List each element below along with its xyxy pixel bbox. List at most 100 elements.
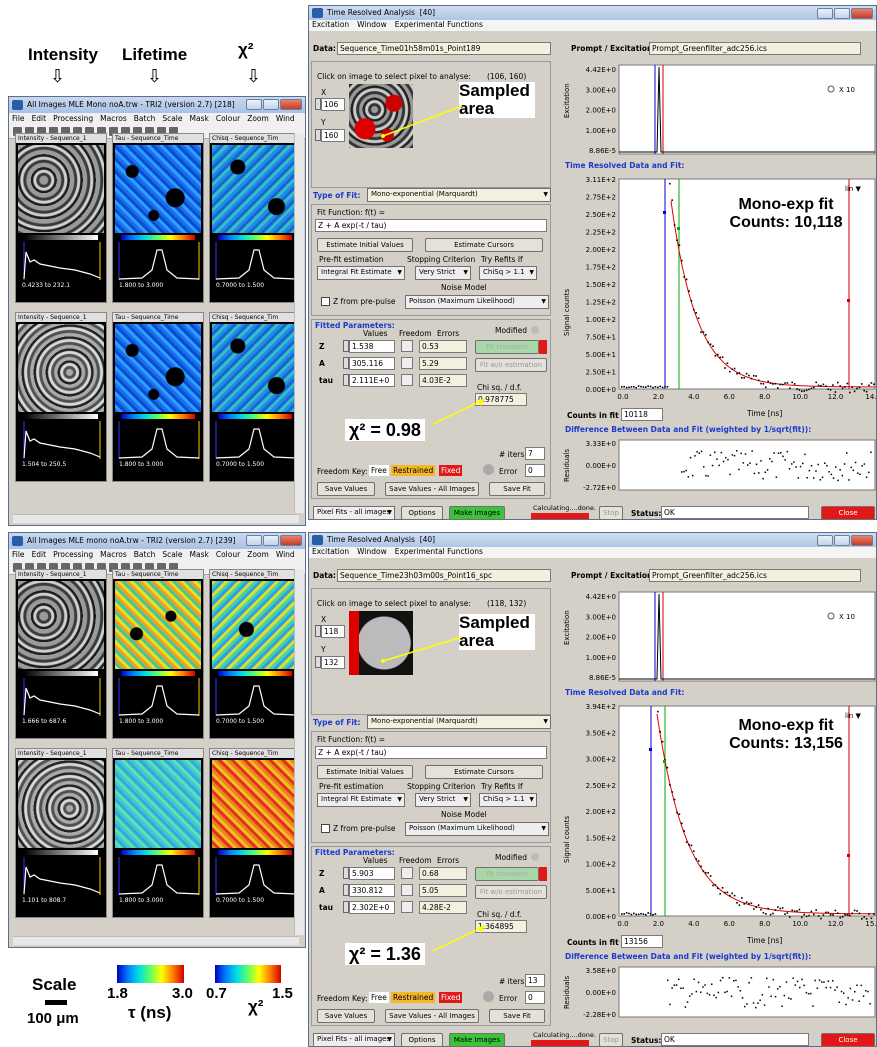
- save-icon[interactable]: [37, 127, 46, 136]
- pixel-fits-select[interactable]: Pixel Fits - all images: [313, 1033, 395, 1047]
- fluorescence-image[interactable]: [212, 760, 298, 848]
- image-panel[interactable]: Chisq - Sequence_Tim 0.7000 to 1.500: [209, 312, 301, 482]
- pixel-select-image[interactable]: [349, 84, 413, 148]
- title-bar[interactable]: Time Resolved Analysis [40]: [309, 533, 876, 547]
- noise-model-select[interactable]: Poisson (Maximum Likelihood): [405, 295, 549, 309]
- menu-item[interactable]: Colour: [215, 114, 241, 123]
- menu-item[interactable]: Mask: [189, 114, 209, 123]
- prefit-select[interactable]: Integral Fit Estimate: [317, 793, 405, 807]
- new-icon[interactable]: [13, 127, 22, 136]
- title-bar[interactable]: All Images MLE Mono noA.trw - TRI2 (vers…: [9, 97, 305, 113]
- paste-icon[interactable]: [97, 563, 106, 572]
- pen-icon[interactable]: [121, 127, 130, 136]
- save-icon[interactable]: [37, 563, 46, 572]
- prompt-field[interactable]: Prompt_Greenfilter_adc256.ics: [649, 569, 861, 582]
- zoom-in-icon[interactable]: [157, 563, 166, 572]
- close-icon[interactable]: [280, 535, 302, 546]
- fit-wo-estimation-button[interactable]: Fit w/o estimation: [475, 358, 547, 372]
- image-panel[interactable]: Chisq - Sequence_Tim 0.7000 to 1.500: [209, 748, 301, 918]
- y-input[interactable]: 160: [321, 129, 345, 142]
- menu-item[interactable]: Macros: [100, 550, 127, 559]
- noise-model-select[interactable]: Poisson (Maximum Likelihood): [405, 822, 549, 836]
- menu-item[interactable]: Scale: [162, 114, 183, 123]
- menu-item[interactable]: Window: [357, 547, 387, 556]
- image-panel[interactable]: Intensity - Sequence_1 1.101 to 808.7: [15, 748, 107, 918]
- cut-icon[interactable]: [73, 127, 82, 136]
- zoom-out-icon[interactable]: [169, 127, 178, 136]
- pixel-fits-select[interactable]: Pixel Fits - all images: [313, 506, 395, 520]
- save-fit-button[interactable]: Save Fit: [489, 482, 545, 496]
- minimize-icon[interactable]: [246, 535, 262, 546]
- fluorescence-image[interactable]: [115, 145, 201, 233]
- freedom-toggle[interactable]: [401, 867, 413, 879]
- param-value-input[interactable]: 2.302E+0: [349, 901, 395, 914]
- freedom-toggle[interactable]: [401, 901, 413, 913]
- minimize-icon[interactable]: [817, 8, 833, 19]
- fluorescence-image[interactable]: [212, 324, 298, 412]
- image-panel[interactable]: Tau - Sequence_Time 1.800 to 3.000: [112, 748, 204, 918]
- param-value-input[interactable]: 305.116: [349, 357, 395, 370]
- options-button[interactable]: Options: [401, 506, 443, 520]
- mask-icon[interactable]: [145, 563, 154, 572]
- x-input[interactable]: 106: [321, 98, 345, 111]
- image-panel[interactable]: Chisq - Sequence_Tim 0.7000 to 1.500: [209, 133, 301, 303]
- open-icon[interactable]: [25, 127, 34, 136]
- minimize-icon[interactable]: [817, 535, 833, 546]
- x-spinner[interactable]: [315, 625, 321, 637]
- cut-icon[interactable]: [73, 563, 82, 572]
- image-icon[interactable]: [109, 127, 118, 136]
- refits-select[interactable]: ChiSq > 1.1: [479, 266, 537, 280]
- fit-transient-button[interactable]: Fit transient: [475, 867, 539, 881]
- menu-item[interactable]: Excitation: [312, 20, 350, 29]
- menu-item[interactable]: Zoom: [247, 550, 269, 559]
- z-prepulse-checkbox[interactable]: [321, 297, 330, 306]
- image-panel[interactable]: Tau - Sequence_Time 1.800 to 3.000: [112, 569, 204, 739]
- horizontal-scrollbar[interactable]: [13, 936, 299, 945]
- signal-plot[interactable]: 3.11E+2 2.75E+2 2.50E+2 2.25E+2 2.00E+2 1.75E…: [563, 171, 877, 419]
- param-spinner[interactable]: [343, 884, 349, 896]
- fluorescence-image[interactable]: [115, 324, 201, 412]
- menu-item[interactable]: Experimental Functions: [394, 20, 483, 29]
- param-spinner[interactable]: [343, 357, 349, 369]
- param-value-input[interactable]: 1.538: [349, 340, 395, 353]
- menu-item[interactable]: Wind: [275, 114, 295, 123]
- vertical-scrollbar[interactable]: [294, 133, 304, 513]
- param-spinner[interactable]: [343, 867, 349, 879]
- minimize-icon[interactable]: [246, 99, 262, 110]
- close-button[interactable]: Close: [821, 1033, 875, 1047]
- z-prepulse-checkbox[interactable]: [321, 824, 330, 833]
- menu-item[interactable]: Colour: [215, 550, 241, 559]
- image-panel[interactable]: Chisq - Sequence_Tim 0.7000 to 1.500: [209, 569, 301, 739]
- image-panel[interactable]: Tau - Sequence_Time 1.800 to 3.000: [112, 312, 204, 482]
- estimate-initial-button[interactable]: Estimate Initial Values: [317, 765, 413, 779]
- signal-plot[interactable]: 3.94E+2 3.50E+2 3.00E+2 2.50E+2 2.00E+2 1.50E…: [563, 698, 877, 946]
- menu-item[interactable]: Processing: [53, 550, 94, 559]
- copy-icon[interactable]: [49, 127, 58, 136]
- excitation-plot[interactable]: 4.42E+0 3.00E+0 2.00E+0 1.00E+0 8.86E-5 X 10: [563, 586, 877, 686]
- y-spinner[interactable]: [315, 656, 321, 668]
- residuals-plot[interactable]: 3.33E+0 0.00E+0 -2.72E+0: [563, 434, 877, 494]
- param-value-input[interactable]: 2.111E+0: [349, 374, 395, 387]
- residuals-plot[interactable]: 3.58E+0 0.00E+0 -2.28E+0: [563, 961, 877, 1021]
- paste-icon[interactable]: [97, 127, 106, 136]
- open-icon[interactable]: [25, 563, 34, 572]
- erase-icon[interactable]: [133, 127, 142, 136]
- fit-wo-estimation-button[interactable]: Fit w/o estimation: [475, 885, 547, 899]
- stopping-select[interactable]: Very Strict: [415, 793, 471, 807]
- fluorescence-image[interactable]: [18, 145, 104, 233]
- fit-type-select[interactable]: Mono-exponential (Marquardt): [367, 188, 551, 202]
- image-panel[interactable]: Tau - Sequence_Time 1.800 to 3.000: [112, 133, 204, 303]
- freedom-toggle[interactable]: [401, 884, 413, 896]
- print-icon[interactable]: [61, 563, 70, 572]
- image-viewer-window[interactable]: All Images MLE Mono noA.trw - TRI2 (vers…: [8, 96, 306, 526]
- image-icon[interactable]: [109, 563, 118, 572]
- maximize-icon[interactable]: [834, 8, 850, 19]
- stopping-select[interactable]: Very Strict: [415, 266, 471, 280]
- make-images-button[interactable]: Make Images: [449, 1033, 505, 1047]
- estimate-initial-button[interactable]: Estimate Initial Values: [317, 238, 413, 252]
- x-spinner[interactable]: [315, 98, 321, 110]
- close-icon[interactable]: [280, 99, 302, 110]
- zoom-out-icon[interactable]: [169, 563, 178, 572]
- fluorescence-image[interactable]: [18, 581, 104, 669]
- estimate-cursors-button[interactable]: Estimate Cursors: [425, 765, 543, 779]
